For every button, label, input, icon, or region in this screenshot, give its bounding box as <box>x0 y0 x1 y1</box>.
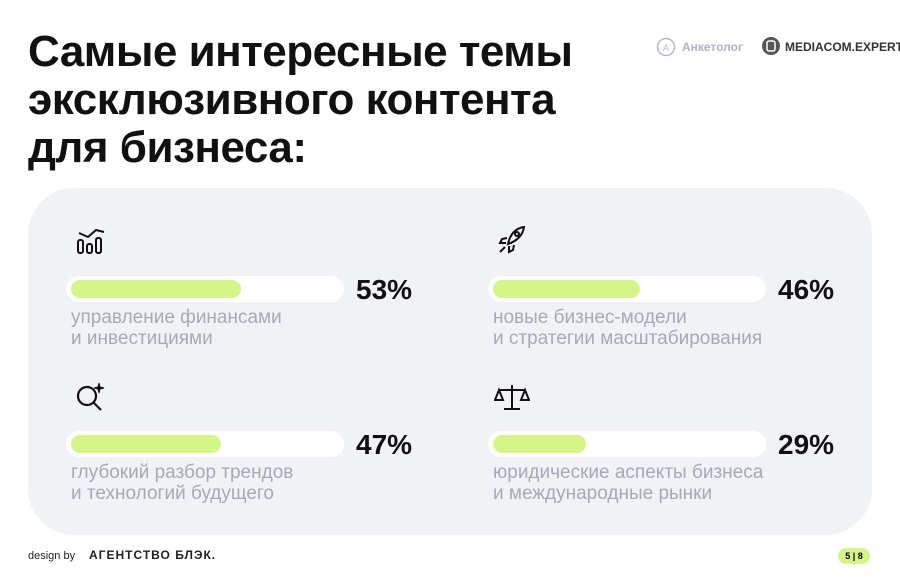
icon-chart <box>77 228 105 254</box>
logo-text: MEDIACOM.EXPERT <box>785 40 900 54</box>
title: Самые интересные темы эксклюзивного конт… <box>28 27 573 172</box>
logo-text: Анкетолог <box>682 40 743 54</box>
card <box>28 188 872 535</box>
icon-search <box>76 382 105 411</box>
category-label: глубокий разбор трендов и технологий буд… <box>71 462 294 504</box>
category-label: управление финансами и инвестициями <box>71 307 282 349</box>
logo-icon: A <box>656 37 676 57</box>
bar <box>493 280 641 298</box>
value-label: 46% <box>778 274 835 305</box>
value-label: 47% <box>356 429 413 460</box>
category-label: новые бизнес-модели и стратегии масштаби… <box>493 307 763 349</box>
bar <box>71 280 241 298</box>
credit: design by <box>28 550 76 562</box>
icon-rocket <box>498 225 526 254</box>
logo-icon <box>762 37 780 55</box>
agency: АГЕНТСТВО БЛЭК. <box>89 548 217 562</box>
bar <box>71 435 222 453</box>
svg-text:A: A <box>663 43 669 53</box>
bar <box>493 435 586 453</box>
icon-scales <box>494 385 530 410</box>
value-label: 29% <box>778 429 835 460</box>
value-label: 53% <box>356 274 413 305</box>
page-number: 5 | 8 <box>838 548 870 564</box>
category-label: юридические аспекты бизнеса и международ… <box>493 462 764 504</box>
